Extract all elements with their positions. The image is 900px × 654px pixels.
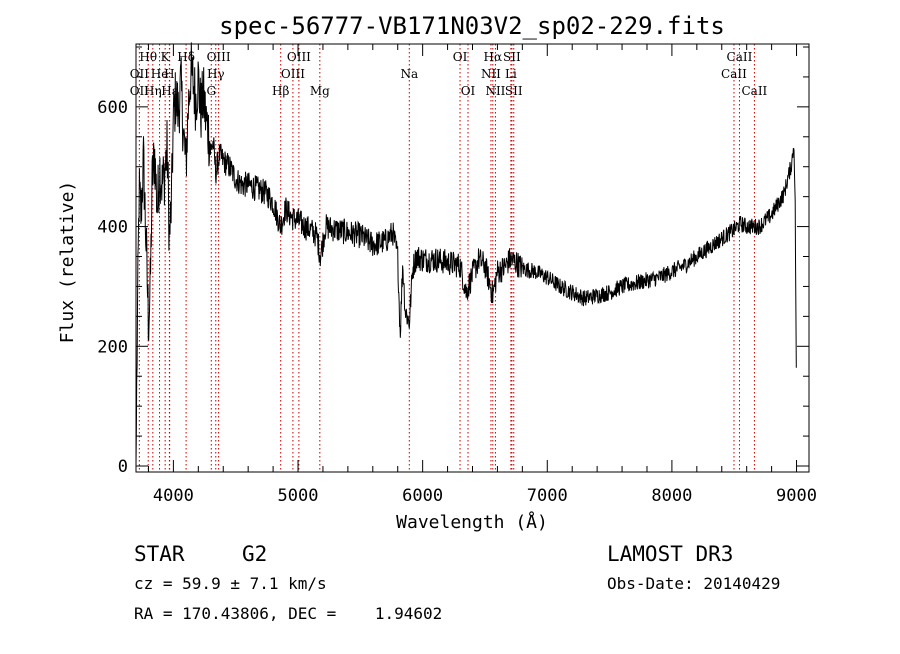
line-label: OIII bbox=[207, 50, 231, 64]
x-tick-label: 7000 bbox=[527, 486, 568, 506]
line-label: K bbox=[161, 50, 171, 64]
object-class: STAR bbox=[134, 542, 185, 566]
plot-frame bbox=[135, 43, 810, 473]
x-tick-label: 5000 bbox=[278, 486, 319, 506]
spectrum-series bbox=[135, 42, 797, 467]
x-tick-label: 4000 bbox=[153, 486, 194, 506]
y-tick-label: 600 bbox=[97, 98, 128, 118]
line-label: OIII bbox=[287, 50, 311, 64]
line-label: SII bbox=[503, 50, 521, 64]
line-label: Hγ bbox=[207, 67, 225, 81]
y-tick-label: 200 bbox=[97, 337, 128, 357]
line-label: OIII bbox=[281, 67, 305, 81]
line-label: Li bbox=[505, 67, 517, 81]
line-label: CaII bbox=[721, 67, 747, 81]
chart-title: spec-56777-VB171N03V2_sp02-229.fits bbox=[219, 12, 725, 40]
line-label: He bbox=[151, 67, 169, 81]
y-tick-label: 400 bbox=[97, 218, 128, 238]
axis-ticks bbox=[136, 44, 809, 472]
line-label: Hβ bbox=[272, 84, 289, 98]
line-label: CaII bbox=[727, 50, 753, 64]
obs-date: Obs-Date: 20140429 bbox=[607, 574, 780, 593]
line-label: Mg bbox=[310, 84, 330, 98]
line-label: NII bbox=[481, 67, 501, 81]
x-tick-label: 8000 bbox=[651, 486, 692, 506]
redshift-readout: cz = 59.9 ± 7.1 km/s bbox=[134, 574, 327, 593]
y-tick-label: 0 bbox=[118, 457, 128, 477]
line-label: NII bbox=[485, 84, 505, 98]
line-label: SII bbox=[505, 84, 523, 98]
line-markers bbox=[138, 44, 755, 472]
survey-name: LAMOST DR3 bbox=[607, 542, 733, 566]
x-axis-label: Wavelength (Å) bbox=[396, 511, 548, 533]
line-label: Hα bbox=[484, 50, 503, 64]
line-label: Hδ bbox=[177, 50, 195, 64]
line-label: OII bbox=[130, 84, 150, 98]
x-tick-label: 9000 bbox=[776, 486, 817, 506]
y-axis-label: Flux (relative) bbox=[57, 181, 78, 344]
line-label: CaII bbox=[741, 84, 767, 98]
subclass: G2 bbox=[242, 542, 267, 566]
line-label: Hε bbox=[161, 84, 178, 98]
line-label: OI bbox=[453, 50, 468, 64]
line-label: Hθ bbox=[139, 50, 157, 64]
line-label: OII bbox=[130, 67, 150, 81]
line-label: H bbox=[164, 67, 174, 81]
line-label: G bbox=[206, 84, 216, 98]
line-label: Na bbox=[400, 67, 418, 81]
axis-tick-labels: 4000 5000 6000 7000 8000 9000 0 200 400 600 bbox=[97, 98, 817, 506]
spectrum-line bbox=[135, 42, 797, 467]
coordinates: RA = 170.43806, DEC = 1.94602 bbox=[134, 604, 442, 623]
line-label: OI bbox=[461, 84, 476, 98]
line-label: Hη bbox=[144, 84, 162, 98]
x-tick-label: 6000 bbox=[402, 486, 443, 506]
